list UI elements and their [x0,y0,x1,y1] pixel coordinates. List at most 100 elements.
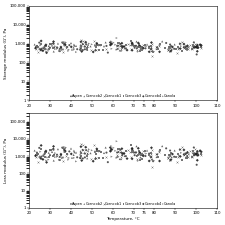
Aspen [40,155,43,158]
Corncob4 [41,158,45,161]
Canola [53,155,57,159]
Canola [62,156,65,159]
Aspen [94,157,97,161]
Corncob3 [62,41,65,44]
Corncob1 [180,145,184,148]
Aspen [58,155,62,159]
Corncob1 [191,154,194,158]
Corncob3 [59,153,63,157]
Corncob1 [89,49,92,52]
Corncob2 [52,50,56,53]
Corncob1 [128,150,132,154]
Corncob2 [104,41,108,44]
Corncob4 [95,147,99,151]
Aspen [84,148,88,152]
Corncob2 [38,47,41,51]
Corncob2 [38,155,41,159]
Corncob3 [174,155,178,159]
Corncob3 [109,147,113,151]
Aspen [155,45,159,49]
Corncob3 [49,148,52,152]
Aspen [48,46,52,50]
Corncob4 [52,40,55,43]
Canola [94,45,98,48]
Canola [115,140,119,143]
Canola [90,148,94,152]
Corncob4 [138,152,141,155]
Corncob3 [97,48,101,52]
Corncob1 [191,46,194,50]
Corncob3 [194,152,198,156]
Corncob2 [177,153,181,157]
Canola [136,159,140,163]
Aspen [192,40,196,44]
Corncob2 [80,44,83,48]
Corncob2 [139,45,142,49]
Canola [152,50,156,53]
Corncob4 [39,144,43,147]
Corncob3 [191,43,194,47]
Corncob4 [130,41,134,45]
Corncob1 [55,46,59,50]
Corncob4 [45,51,48,54]
Corncob1 [118,150,122,154]
Canola [72,48,76,52]
Corncob3 [117,147,120,150]
Corncob3 [180,158,184,162]
Corncob4 [44,43,48,47]
Corncob3 [59,46,63,50]
Corncob1 [81,39,85,43]
Corncob4 [84,145,88,149]
Canola [183,45,187,49]
Corncob4 [196,50,199,53]
Aspen [133,46,136,50]
Corncob1 [150,148,154,152]
Corncob1 [116,43,120,46]
Corncob3 [185,156,188,160]
Corncob2 [93,150,97,154]
Corncob1 [193,42,196,45]
Corncob2 [145,149,149,152]
Canola [79,156,82,160]
Corncob2 [185,156,189,160]
Corncob1 [118,44,122,47]
Corncob1 [129,155,133,159]
Corncob4 [137,146,140,150]
Corncob3 [79,154,83,158]
Corncob3 [79,151,83,154]
Corncob4 [141,154,145,158]
Canola [110,40,113,43]
Corncob4 [122,152,126,155]
Aspen [124,154,128,158]
Aspen [135,154,139,158]
Aspen [81,42,84,46]
Corncob3 [140,49,144,52]
Corncob1 [60,155,64,158]
Legend: Aspen, Corncob2, Corncob1, Corncob3, Corncob4, Canola: Aspen, Corncob2, Corncob1, Corncob3, Cor… [70,94,177,99]
Corncob4 [200,44,203,47]
Corncob3 [174,47,178,51]
Aspen [62,42,66,46]
Canola [167,156,170,159]
Aspen [63,150,67,154]
Corncob4 [182,153,186,156]
Aspen [119,151,123,154]
Aspen [65,45,69,49]
Corncob2 [73,151,76,154]
Corncob3 [143,43,146,47]
Corncob3 [86,155,89,158]
Corncob4 [158,50,161,54]
Aspen [38,41,41,44]
Corncob4 [122,45,126,48]
Corncob2 [40,157,44,161]
Canola [61,47,64,51]
Corncob3 [199,152,203,156]
Corncob1 [180,40,184,44]
Corncob1 [157,151,160,154]
Corncob1 [195,152,198,155]
Corncob2 [104,146,108,149]
Corncob3 [191,155,194,159]
Canola [139,153,142,156]
Corncob1 [178,41,182,45]
Canola [38,47,42,50]
